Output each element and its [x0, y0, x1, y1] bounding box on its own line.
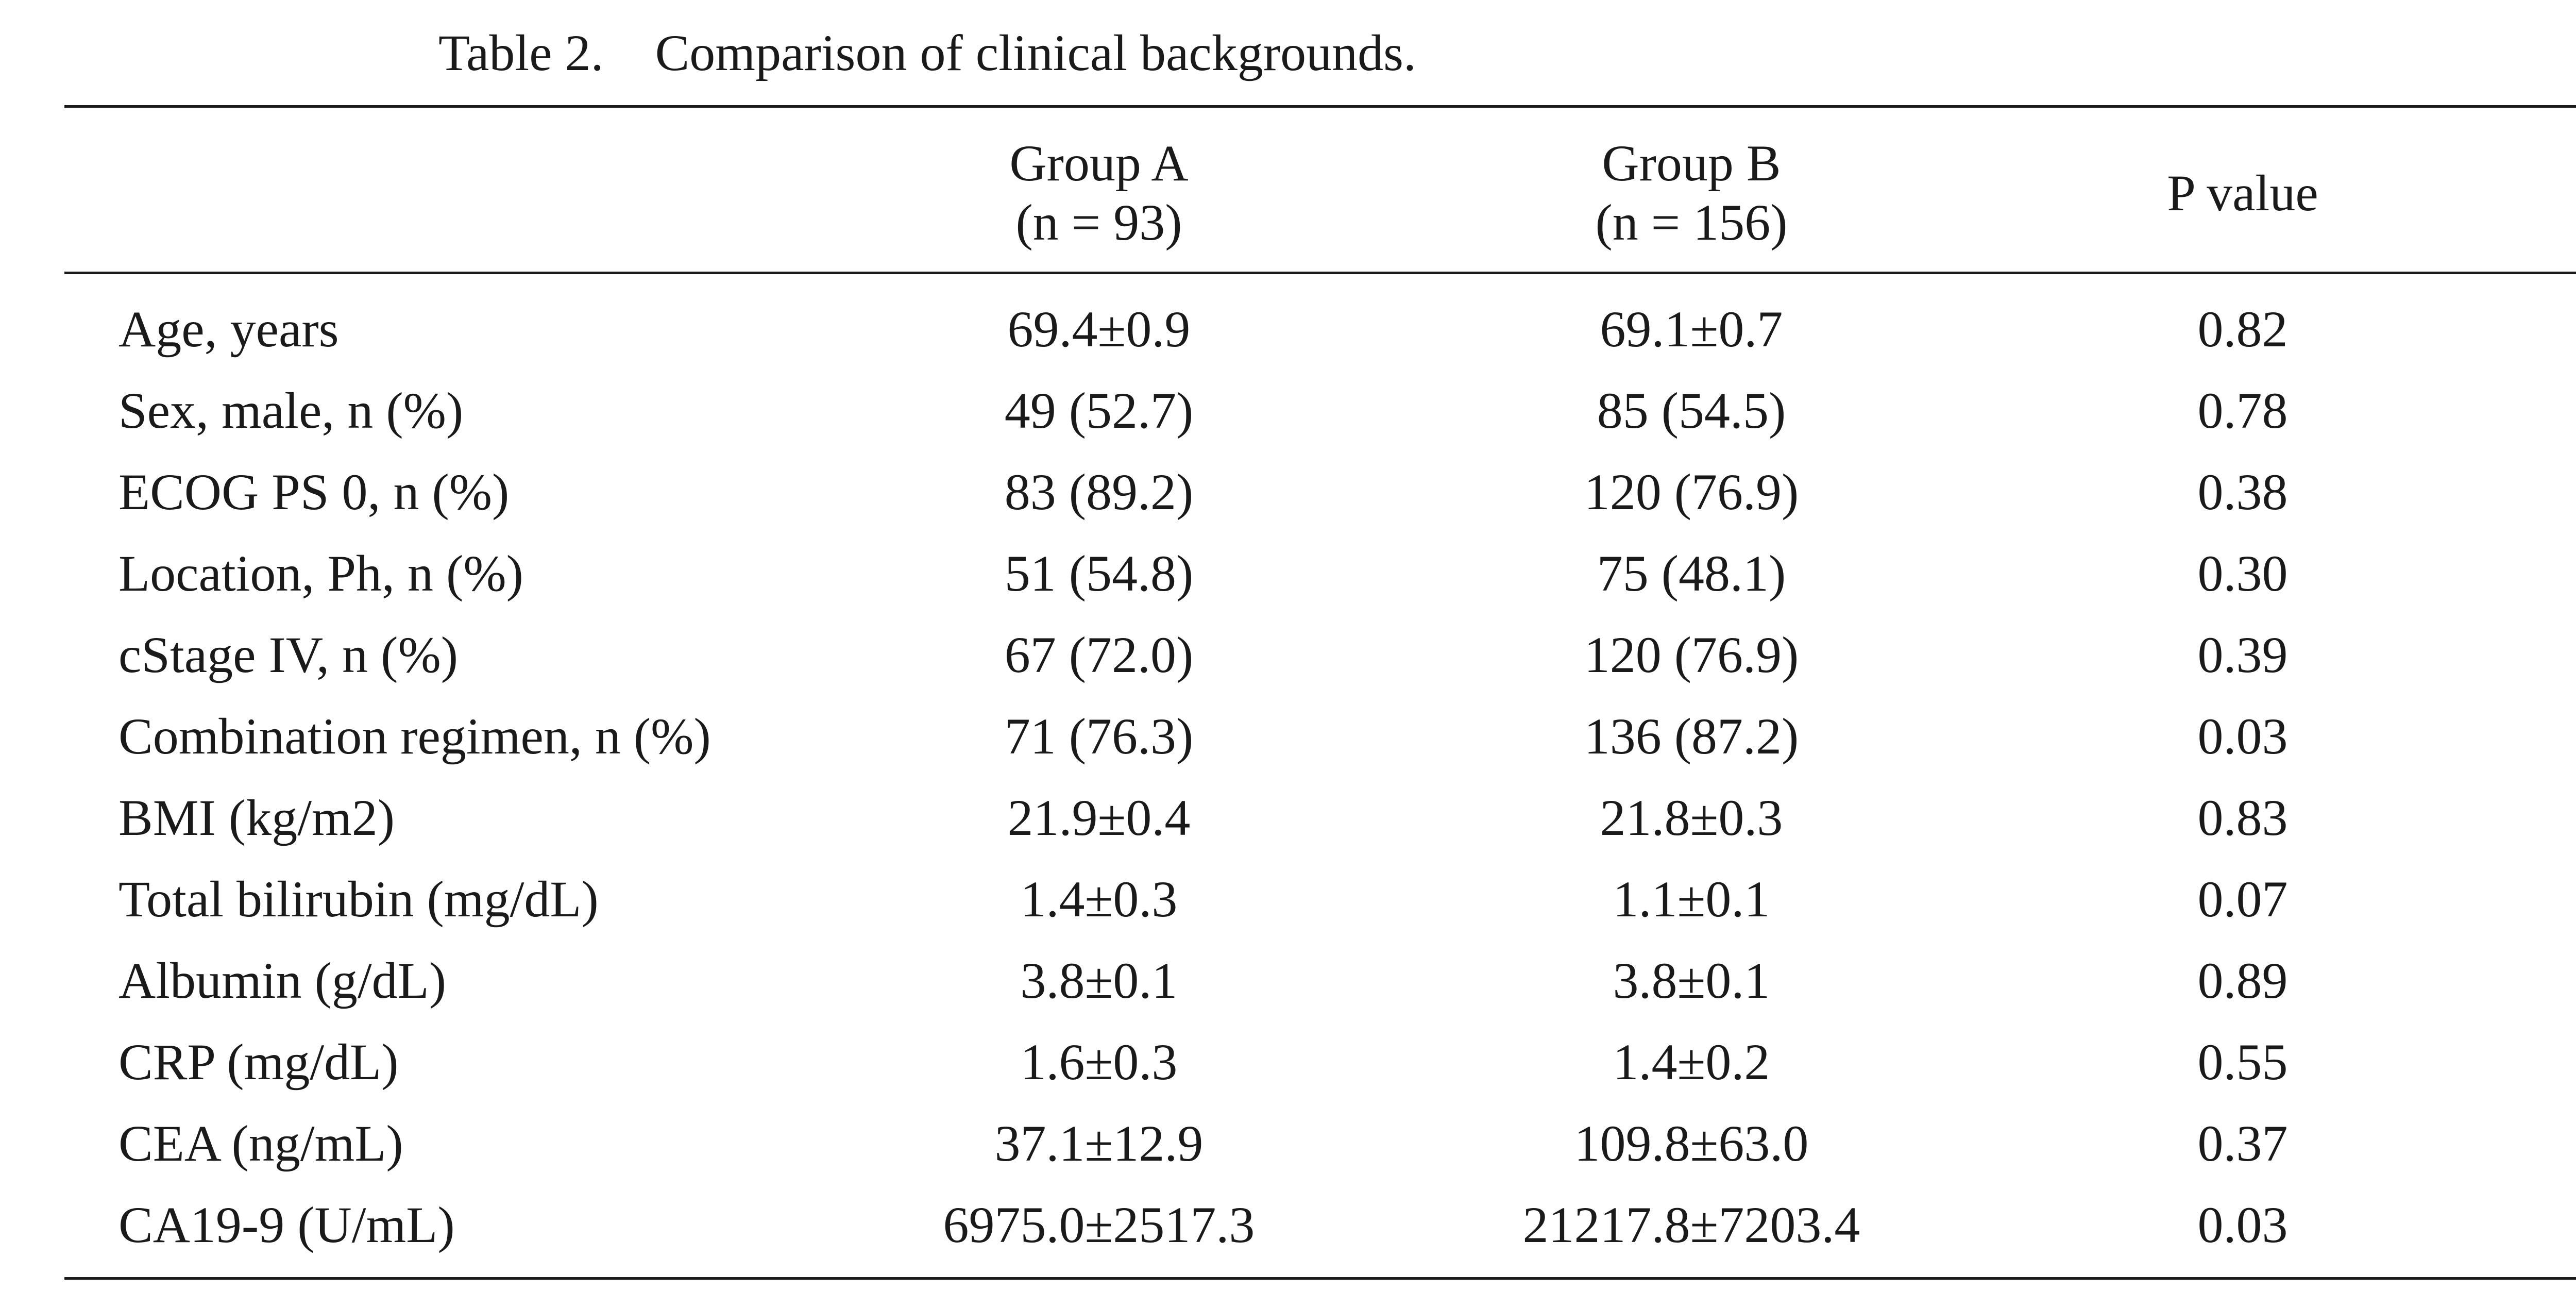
row-p-value: 0.37 — [2197, 1115, 2288, 1172]
table-row: Total bilirubin (mg/dL) 1.4±0.3 1.1±0.1 … — [64, 859, 2576, 940]
row-label: Total bilirubin (mg/dL) — [118, 870, 599, 928]
row-group-a-value: 1.6±0.3 — [1020, 1033, 1178, 1091]
table-caption: Table 2. Comparison of clinical backgrou… — [438, 24, 1417, 81]
row-group-a-value: 6975.0±2517.3 — [943, 1196, 1255, 1253]
row-group-b-value: 1.4±0.2 — [1613, 1033, 1770, 1091]
table-row: Albumin (g/dL) 3.8±0.1 3.8±0.1 0.89 — [64, 940, 2576, 1021]
header-group-b-n: (n = 156) — [1595, 194, 1788, 251]
row-group-b-value: 21217.8±7203.4 — [1522, 1196, 1860, 1253]
row-group-b-value: 1.1±0.1 — [1613, 870, 1770, 928]
row-group-a-value: 51 (54.8) — [1004, 545, 1194, 602]
row-label: CEA (ng/mL) — [118, 1115, 403, 1172]
row-group-a-value: 69.4±0.9 — [1007, 300, 1191, 358]
row-label: CA19-9 (U/mL) — [118, 1196, 455, 1253]
row-group-b-value: 120 (76.9) — [1584, 463, 1799, 521]
row-group-b-value: 136 (87.2) — [1584, 708, 1799, 765]
row-label: Albumin (g/dL) — [118, 952, 447, 1009]
row-group-b-value: 109.8±63.0 — [1574, 1115, 1809, 1172]
row-group-b-value: 75 (48.1) — [1597, 545, 1786, 602]
row-group-b-value: 3.8±0.1 — [1613, 952, 1770, 1009]
row-p-value: 0.07 — [2197, 870, 2288, 928]
table-row: Combination regimen, n (%) 71 (76.3) 136… — [64, 696, 2576, 777]
row-p-value: 0.83 — [2197, 789, 2288, 846]
row-p-value: 0.89 — [2197, 952, 2288, 1009]
row-group-a-value: 71 (76.3) — [1004, 708, 1194, 765]
row-group-a-value: 21.9±0.4 — [1007, 789, 1191, 846]
row-label: cStage IV, n (%) — [118, 626, 459, 683]
header-group-a-n: (n = 93) — [1015, 194, 1182, 251]
row-group-a-value: 83 (89.2) — [1004, 463, 1194, 521]
row-group-b-value: 69.1±0.7 — [1600, 300, 1783, 358]
row-group-a-value: 49 (52.7) — [1004, 382, 1194, 439]
row-p-value: 0.55 — [2197, 1033, 2288, 1091]
table-row: CRP (mg/dL) 1.6±0.3 1.4±0.2 0.55 — [64, 1021, 2576, 1103]
row-p-value: 0.82 — [2197, 300, 2288, 358]
table-bottom-rule — [64, 1277, 2576, 1280]
table-row: cStage IV, n (%) 67 (72.0) 120 (76.9) 0.… — [64, 614, 2576, 696]
table-header: Group A (n = 93) Group B (n = 156) P val… — [64, 131, 2576, 255]
row-p-value: 0.30 — [2197, 545, 2288, 602]
table-row: CEA (ng/mL) 37.1±12.9 109.8±63.0 0.37 — [64, 1103, 2576, 1184]
row-label: Combination regimen, n (%) — [118, 708, 711, 765]
row-group-b-value: 85 (54.5) — [1597, 382, 1786, 439]
row-p-value: 0.03 — [2197, 708, 2288, 765]
header-p-value-label: P value — [2167, 164, 2318, 222]
table-row: Age, years 69.4±0.9 69.1±0.7 0.82 — [64, 289, 2576, 370]
row-label: Age, years — [118, 300, 339, 358]
table-row: BMI (kg/m2) 21.9±0.4 21.8±0.3 0.83 — [64, 777, 2576, 859]
row-group-a-value: 1.4±0.3 — [1020, 870, 1178, 928]
row-label: Sex, male, n (%) — [118, 382, 464, 439]
table-header-rule — [64, 272, 2576, 274]
header-group-a: Group A (n = 93) — [893, 131, 1305, 255]
header-group-b-name: Group B — [1602, 135, 1781, 192]
table-row: Location, Ph, n (%) 51 (54.8) 75 (48.1) … — [64, 533, 2576, 614]
row-group-b-value: 21.8±0.3 — [1600, 789, 1783, 846]
table-row: Sex, male, n (%) 49 (52.7) 85 (54.5) 0.7… — [64, 370, 2576, 451]
row-label: ECOG PS 0, n (%) — [118, 463, 510, 521]
row-group-a-value: 67 (72.0) — [1004, 626, 1194, 683]
row-label: CRP (mg/dL) — [118, 1033, 399, 1091]
row-label: BMI (kg/m2) — [118, 789, 395, 846]
row-p-value: 0.38 — [2197, 463, 2288, 521]
header-group-a-name: Group A — [1009, 135, 1189, 192]
row-p-value: 0.39 — [2197, 626, 2288, 683]
table-row: CA19-9 (U/mL) 6975.0±2517.3 21217.8±7203… — [64, 1184, 2576, 1266]
header-p-value: P value — [2088, 131, 2397, 255]
row-group-a-value: 37.1±12.9 — [994, 1115, 1204, 1172]
table-top-rule — [64, 105, 2576, 108]
row-p-value: 0.78 — [2197, 382, 2288, 439]
row-group-b-value: 120 (76.9) — [1584, 626, 1799, 683]
row-group-a-value: 3.8±0.1 — [1020, 952, 1178, 1009]
header-group-b: Group B (n = 156) — [1434, 131, 1949, 255]
row-p-value: 0.03 — [2197, 1196, 2288, 1253]
table-row: ECOG PS 0, n (%) 83 (89.2) 120 (76.9) 0.… — [64, 451, 2576, 533]
row-label: Location, Ph, n (%) — [118, 545, 523, 602]
table-body: Age, years 69.4±0.9 69.1±0.7 0.82 Sex, m… — [64, 289, 2576, 1266]
